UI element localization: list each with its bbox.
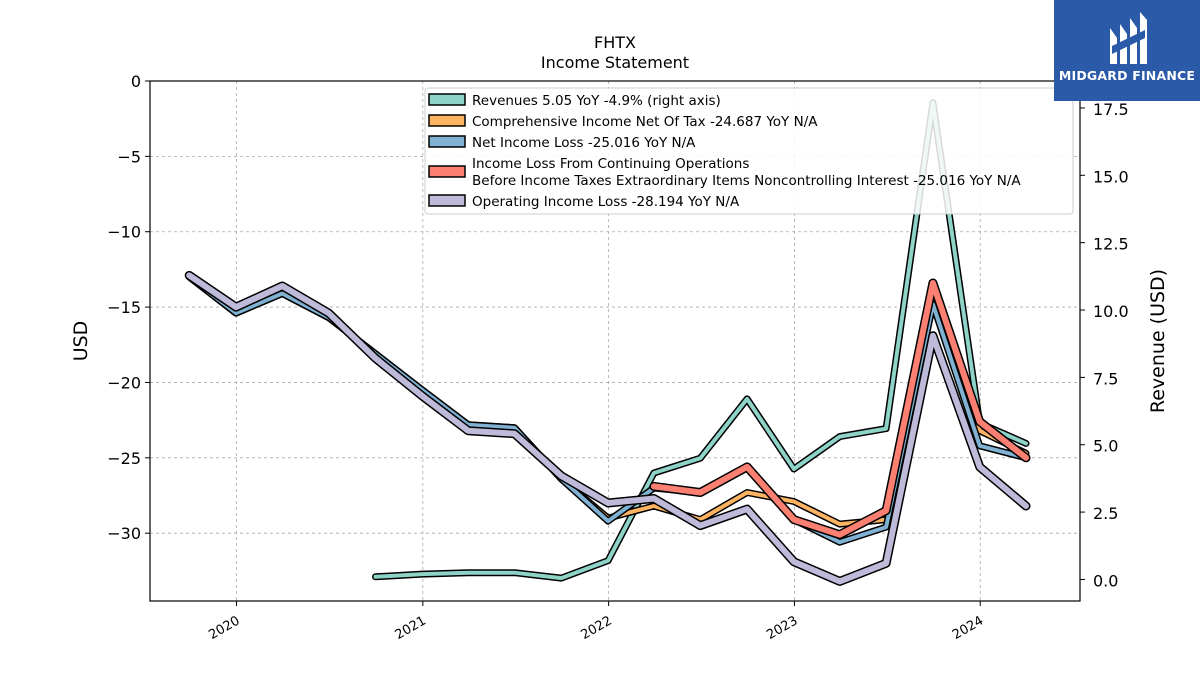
y-tick-label: −30 xyxy=(107,524,141,543)
legend-box xyxy=(424,87,1074,215)
brand-logo: MIDGARD FINANCE xyxy=(1054,0,1200,101)
chart-title: FHTX xyxy=(594,33,636,52)
legend-swatch xyxy=(428,135,466,148)
x-tick-label: 2021 xyxy=(393,613,429,643)
legend-label: Income Loss From Continuing Operations Be… xyxy=(472,156,1021,189)
x-tick-label: 2024 xyxy=(950,613,986,643)
x-tick-label: 2023 xyxy=(764,613,800,643)
series-line xyxy=(649,278,1031,540)
left-y-ticks: 0 −5 −10 −15 −20 −25 −30 xyxy=(107,72,150,543)
legend-swatch xyxy=(428,114,466,127)
y-axis-label-left: USD xyxy=(70,321,92,362)
y-tick-label: −10 xyxy=(107,223,141,242)
y-right-tick-label: 5.0 xyxy=(1093,437,1118,456)
y-right-tick-label: 17.5 xyxy=(1093,100,1129,119)
y-tick-label: −15 xyxy=(107,298,141,317)
y-tick-label: −5 xyxy=(117,147,141,166)
x-tick-label: 2020 xyxy=(206,613,242,643)
x-ticks: 2020 2021 2022 2023 2024 xyxy=(206,601,986,643)
legend-label: Operating Income Loss -28.194 YoY N/A xyxy=(472,194,740,210)
series-line-core xyxy=(650,280,1029,538)
legend-label: Net Income Loss -25.016 YoY N/A xyxy=(472,135,696,151)
legend-swatch xyxy=(428,93,466,106)
brand-name: MIDGARD FINANCE xyxy=(1058,68,1196,83)
series-line xyxy=(184,270,1031,586)
legend-label: Revenues 5.05 YoY -4.9% (right axis) xyxy=(472,93,721,109)
chart-subtitle: Income Statement xyxy=(541,53,689,72)
plot-frame xyxy=(149,80,1081,602)
series-line-core xyxy=(186,272,1029,585)
right-y-ticks: 0.0 2.5 5.0 7.5 10.0 12.5 15.0 17.5 xyxy=(1080,100,1129,590)
y-axis-label-right: Revenue (USD) xyxy=(1147,269,1169,413)
y-right-tick-label: 0.0 xyxy=(1093,571,1118,590)
legend: Revenues 5.05 YoY -4.9% (right axis) Comp… xyxy=(424,87,1074,215)
y-tick-label: −25 xyxy=(107,449,141,468)
legend-swatch xyxy=(428,194,466,207)
y-right-tick-label: 15.0 xyxy=(1093,167,1129,186)
y-tick-label: −20 xyxy=(107,373,141,392)
series-lines xyxy=(184,99,1031,586)
y-right-tick-label: 2.5 xyxy=(1093,504,1118,523)
brand-logo-icon xyxy=(1110,12,1147,64)
y-right-tick-label: 7.5 xyxy=(1093,369,1118,388)
y-tick-label: 0 xyxy=(131,72,141,91)
legend-label: Comprehensive Income Net Of Tax -24.687 … xyxy=(472,114,818,130)
y-right-tick-label: 12.5 xyxy=(1093,235,1129,254)
legend-swatch xyxy=(428,165,466,178)
x-tick-label: 2022 xyxy=(578,613,614,643)
y-right-tick-label: 10.0 xyxy=(1093,302,1129,321)
